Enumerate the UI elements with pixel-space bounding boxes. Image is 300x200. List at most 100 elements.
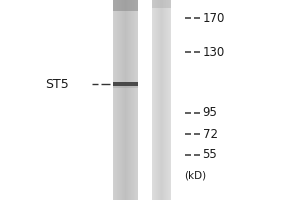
Bar: [170, 0, 171, 200]
Bar: [114, 0, 115, 200]
Bar: [163, 0, 164, 200]
Bar: [126, 0, 127, 200]
Bar: [152, 0, 171, 8]
Bar: [136, 0, 137, 200]
Bar: [167, 0, 168, 200]
Bar: [119, 0, 120, 200]
Bar: [130, 0, 131, 200]
Bar: [121, 0, 122, 200]
Bar: [155, 0, 156, 200]
Bar: [128, 0, 129, 200]
Bar: [153, 0, 154, 200]
Bar: [165, 0, 166, 200]
Bar: [131, 0, 132, 200]
Bar: [169, 0, 170, 200]
Bar: [153, 0, 154, 200]
Bar: [136, 0, 137, 200]
Bar: [115, 0, 116, 200]
Bar: [112, 86, 138, 88]
Bar: [138, 0, 152, 200]
Bar: [113, 0, 114, 200]
Bar: [123, 0, 124, 200]
Bar: [127, 0, 128, 200]
Bar: [157, 0, 158, 200]
Bar: [153, 0, 154, 200]
Text: 72: 72: [202, 128, 217, 140]
Bar: [119, 0, 120, 200]
Bar: [131, 0, 132, 200]
Bar: [163, 0, 164, 200]
Bar: [124, 0, 125, 200]
Bar: [162, 0, 163, 200]
Bar: [134, 0, 135, 200]
Bar: [118, 0, 119, 200]
Bar: [159, 0, 160, 200]
Bar: [156, 0, 157, 200]
Bar: [121, 0, 122, 200]
Bar: [123, 0, 124, 200]
Bar: [169, 0, 170, 200]
Bar: [112, 0, 138, 11]
Bar: [125, 0, 126, 200]
Bar: [128, 0, 129, 200]
Text: 95: 95: [202, 106, 217, 119]
Bar: [155, 0, 156, 200]
Bar: [167, 0, 168, 200]
Bar: [117, 0, 118, 200]
Bar: [120, 0, 121, 200]
Bar: [161, 0, 162, 200]
Bar: [114, 0, 115, 200]
Bar: [159, 0, 160, 200]
Bar: [137, 0, 138, 200]
Bar: [165, 0, 166, 200]
Bar: [168, 0, 169, 200]
Bar: [116, 0, 117, 200]
Bar: [112, 82, 138, 86]
Text: (kD): (kD): [184, 170, 207, 180]
Text: 55: 55: [202, 148, 217, 162]
Bar: [161, 0, 162, 200]
Text: 130: 130: [202, 46, 225, 58]
Bar: [169, 0, 170, 200]
Bar: [133, 0, 134, 200]
Bar: [168, 0, 169, 200]
Bar: [156, 0, 157, 200]
Bar: [160, 0, 161, 200]
Bar: [129, 0, 130, 200]
Text: 170: 170: [202, 11, 225, 24]
Bar: [130, 0, 131, 200]
Bar: [125, 0, 126, 200]
Bar: [122, 0, 123, 200]
Bar: [124, 0, 125, 200]
Bar: [134, 0, 135, 200]
Bar: [154, 0, 155, 200]
Bar: [135, 0, 136, 200]
Bar: [126, 0, 127, 200]
Bar: [164, 0, 165, 200]
Text: ST5: ST5: [45, 77, 69, 90]
Bar: [157, 0, 158, 200]
Bar: [133, 0, 134, 200]
Bar: [112, 0, 113, 200]
Bar: [152, 0, 153, 200]
Bar: [122, 0, 123, 200]
Bar: [116, 0, 117, 200]
Bar: [120, 0, 121, 200]
Bar: [162, 0, 163, 200]
Bar: [132, 0, 133, 200]
Bar: [132, 0, 133, 200]
Bar: [166, 0, 167, 200]
Bar: [118, 0, 119, 200]
Bar: [117, 0, 118, 200]
Bar: [165, 0, 166, 200]
Bar: [170, 0, 171, 200]
Bar: [129, 0, 130, 200]
Bar: [170, 0, 171, 200]
Bar: [137, 0, 138, 200]
Bar: [152, 0, 153, 200]
Bar: [160, 0, 161, 200]
Bar: [164, 0, 165, 200]
Bar: [154, 0, 155, 200]
Bar: [158, 0, 159, 200]
Bar: [113, 0, 114, 200]
